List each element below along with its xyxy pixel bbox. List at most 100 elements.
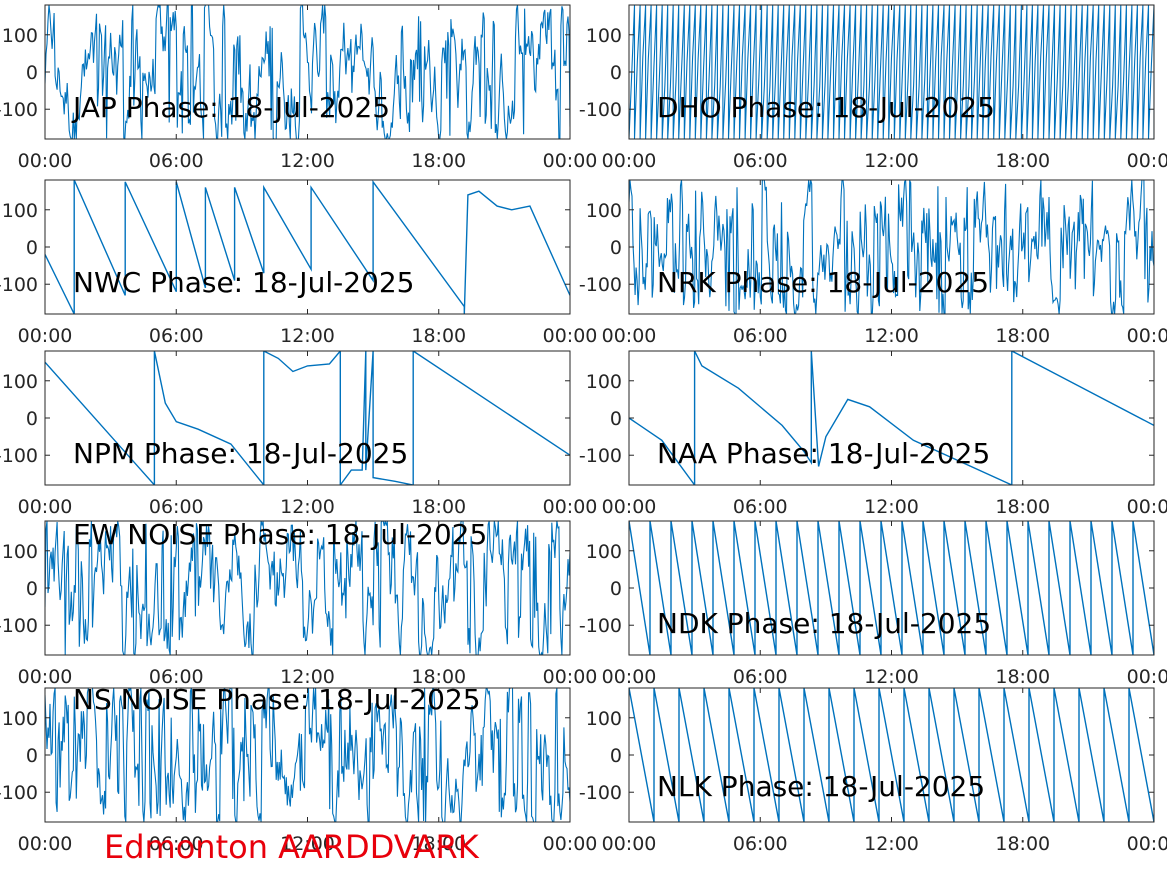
x-tick-label: 00:00	[543, 833, 598, 855]
x-tick-label: 00:00	[18, 666, 73, 688]
panel-2: 100 0 -100 00:00 06:00 12:00 18:00 00:00 DHO Pha…	[579, 4, 1167, 172]
y-tick-label: -100	[579, 99, 622, 121]
panel-title: EW NOISE Phase: 18-Jul-2025	[73, 518, 487, 551]
x-tick-label: 06:00	[149, 496, 204, 518]
panel-4: 100 0 -100 00:00 06:00 12:00 18:00 00:00 NRK Pha…	[579, 179, 1167, 347]
y-tick-label: 0	[26, 62, 38, 84]
panel-5: 100 0 -100 00:00 06:00 12:00 18:00 00:00 NPM Pha…	[0, 350, 598, 518]
x-tick-label: 18:00	[411, 666, 466, 688]
panel-9: 100 0 -100 00:00 06:00 12:00 18:00 00:00 NS NOIS…	[0, 683, 597, 855]
panel-10: 100 0 -100 00:00 06:00 12:00 18:00 00:00 NLK Pha…	[579, 687, 1167, 855]
y-tick-label: 100	[586, 25, 622, 47]
x-tick-label: 00:00	[602, 666, 657, 688]
phase-trace-line	[45, 688, 570, 822]
x-tick-label: 00:00	[543, 325, 598, 347]
x-tick-label: 00:00	[18, 833, 73, 855]
y-tick-label: -100	[0, 274, 38, 296]
x-tick-label: 06:00	[149, 666, 204, 688]
y-tick-label: 0	[610, 578, 622, 600]
x-tick-label: 18:00	[411, 496, 466, 518]
y-tick-label: 0	[26, 745, 38, 767]
phase-trace-line	[629, 180, 1154, 314]
y-tick-label: 100	[2, 200, 38, 222]
x-tick-label: 12:00	[280, 833, 335, 855]
panel-title: NPM Phase: 18-Jul-2025	[73, 437, 408, 470]
panel-title: NLK Phase: 18-Jul-2025	[657, 770, 985, 803]
x-tick-label: 00:00	[1127, 666, 1167, 688]
phase-trace-line	[629, 351, 1154, 485]
y-tick-label: 100	[2, 25, 38, 47]
x-tick-label: 18:00	[995, 325, 1050, 347]
x-tick-label: 00:00	[602, 325, 657, 347]
y-tick-label: 0	[610, 745, 622, 767]
y-tick-label: 100	[586, 371, 622, 393]
phase-trace-line	[629, 5, 1154, 139]
x-tick-label: 00:00	[18, 150, 73, 172]
phase-trace-line	[629, 521, 1154, 655]
panel-title: DHO Phase: 18-Jul-2025	[657, 91, 995, 124]
x-tick-label: 06:00	[733, 666, 788, 688]
panel-title: NAA Phase: 18-Jul-2025	[657, 437, 990, 470]
panel-8: 100 0 -100 00:00 06:00 12:00 18:00 00:00 NDK Pha…	[579, 520, 1167, 688]
phase-trace-line	[45, 5, 570, 139]
y-tick-label: -100	[579, 445, 622, 467]
y-tick-label: -100	[579, 782, 622, 804]
y-tick-label: -100	[0, 615, 38, 637]
y-tick-label: 0	[26, 408, 38, 430]
x-tick-label: 18:00	[411, 150, 466, 172]
x-tick-label: 12:00	[864, 150, 919, 172]
x-tick-label: 00:00	[1127, 496, 1167, 518]
x-tick-label: 18:00	[411, 325, 466, 347]
y-tick-label: 100	[2, 708, 38, 730]
x-tick-label: 12:00	[280, 666, 335, 688]
panel-title: JAP Phase: 18-Jul-2025	[71, 91, 390, 124]
y-tick-label: 100	[2, 541, 38, 563]
phase-trace-line	[45, 521, 570, 655]
phase-trace-line	[45, 351, 570, 485]
x-tick-label: 00:00	[18, 325, 73, 347]
x-tick-label: 06:00	[149, 833, 204, 855]
x-tick-label: 12:00	[280, 325, 335, 347]
panel-title: NDK Phase: 18-Jul-2025	[657, 607, 991, 640]
y-tick-label: 0	[610, 408, 622, 430]
x-tick-label: 00:00	[602, 833, 657, 855]
panel-title: NRK Phase: 18-Jul-2025	[657, 266, 989, 299]
y-tick-label: -100	[0, 445, 38, 467]
panel-6: 100 0 -100 00:00 06:00 12:00 18:00 00:00 NAA Pha…	[579, 350, 1167, 518]
y-tick-label: -100	[0, 99, 38, 121]
y-tick-label: 100	[586, 200, 622, 222]
x-tick-label: 00:00	[1127, 325, 1167, 347]
y-tick-label: 100	[586, 541, 622, 563]
x-tick-label: 18:00	[995, 666, 1050, 688]
y-tick-label: -100	[579, 274, 622, 296]
phase-trace-line	[45, 180, 570, 314]
x-tick-label: 00:00	[18, 496, 73, 518]
x-tick-label: 00:00	[602, 496, 657, 518]
x-tick-label: 00:00	[1127, 150, 1167, 172]
y-tick-label: 0	[26, 237, 38, 259]
y-tick-label: 0	[610, 237, 622, 259]
panel-3: 100 0 -100 00:00 06:00 12:00 18:00 00:00 NWC Pha…	[0, 179, 598, 347]
station-label: Edmonton AARDDVARK	[104, 828, 479, 866]
x-tick-label: 18:00	[995, 833, 1050, 855]
y-tick-label: -100	[0, 782, 38, 804]
x-tick-label: 18:00	[411, 833, 466, 855]
x-tick-label: 12:00	[864, 666, 919, 688]
x-tick-label: 06:00	[733, 325, 788, 347]
x-tick-label: 12:00	[864, 496, 919, 518]
x-tick-label: 06:00	[149, 325, 204, 347]
y-tick-label: 0	[610, 62, 622, 84]
phase-trace-line	[629, 688, 1154, 822]
x-tick-label: 12:00	[280, 150, 335, 172]
x-tick-label: 18:00	[995, 150, 1050, 172]
x-tick-label: 12:00	[864, 325, 919, 347]
x-tick-label: 00:00	[543, 150, 598, 172]
panel-title: NWC Phase: 18-Jul-2025	[73, 266, 414, 299]
panel-title: NS NOISE Phase: 18-Jul-2025	[73, 683, 481, 716]
x-tick-label: 18:00	[995, 496, 1050, 518]
x-tick-label: 00:00	[1127, 833, 1167, 855]
x-tick-label: 00:00	[602, 150, 657, 172]
x-tick-label: 00:00	[543, 496, 598, 518]
panel-1: 100 0 -100 00:00 06:00 12:00 18:00 00:00 JAP Pha…	[0, 4, 598, 172]
